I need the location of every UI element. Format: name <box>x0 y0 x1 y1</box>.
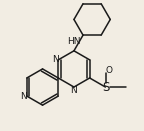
Text: S: S <box>103 81 110 94</box>
Text: N: N <box>20 92 27 101</box>
Text: N: N <box>71 86 77 95</box>
Text: HN: HN <box>67 37 80 47</box>
Text: O: O <box>106 66 113 75</box>
Text: N: N <box>52 55 59 64</box>
